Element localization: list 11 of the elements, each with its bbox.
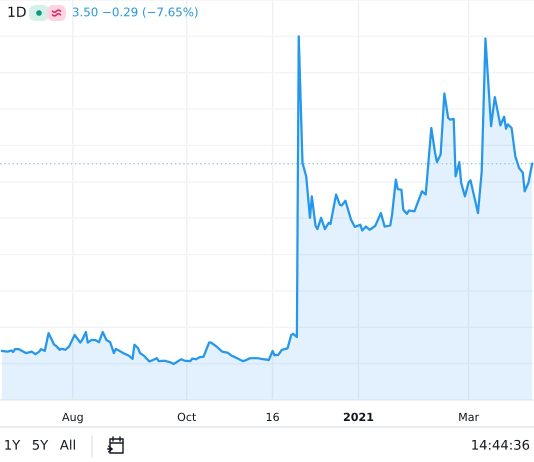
text: 14:44:36 xyxy=(472,440,530,450)
text: 1D xyxy=(8,6,26,17)
x-tick-label: Aug xyxy=(62,412,83,424)
text: 1Y xyxy=(5,440,20,450)
x-tick-label: Mar xyxy=(459,412,480,422)
text: 5Y xyxy=(32,440,48,450)
x-tick-label: Oct xyxy=(178,412,196,422)
x-tick-label: 16 xyxy=(266,412,279,422)
text: All xyxy=(60,440,75,450)
text: 3.50 −0.29 (−7.65%) xyxy=(72,7,198,18)
x-tick-label: 2021 xyxy=(344,412,374,422)
